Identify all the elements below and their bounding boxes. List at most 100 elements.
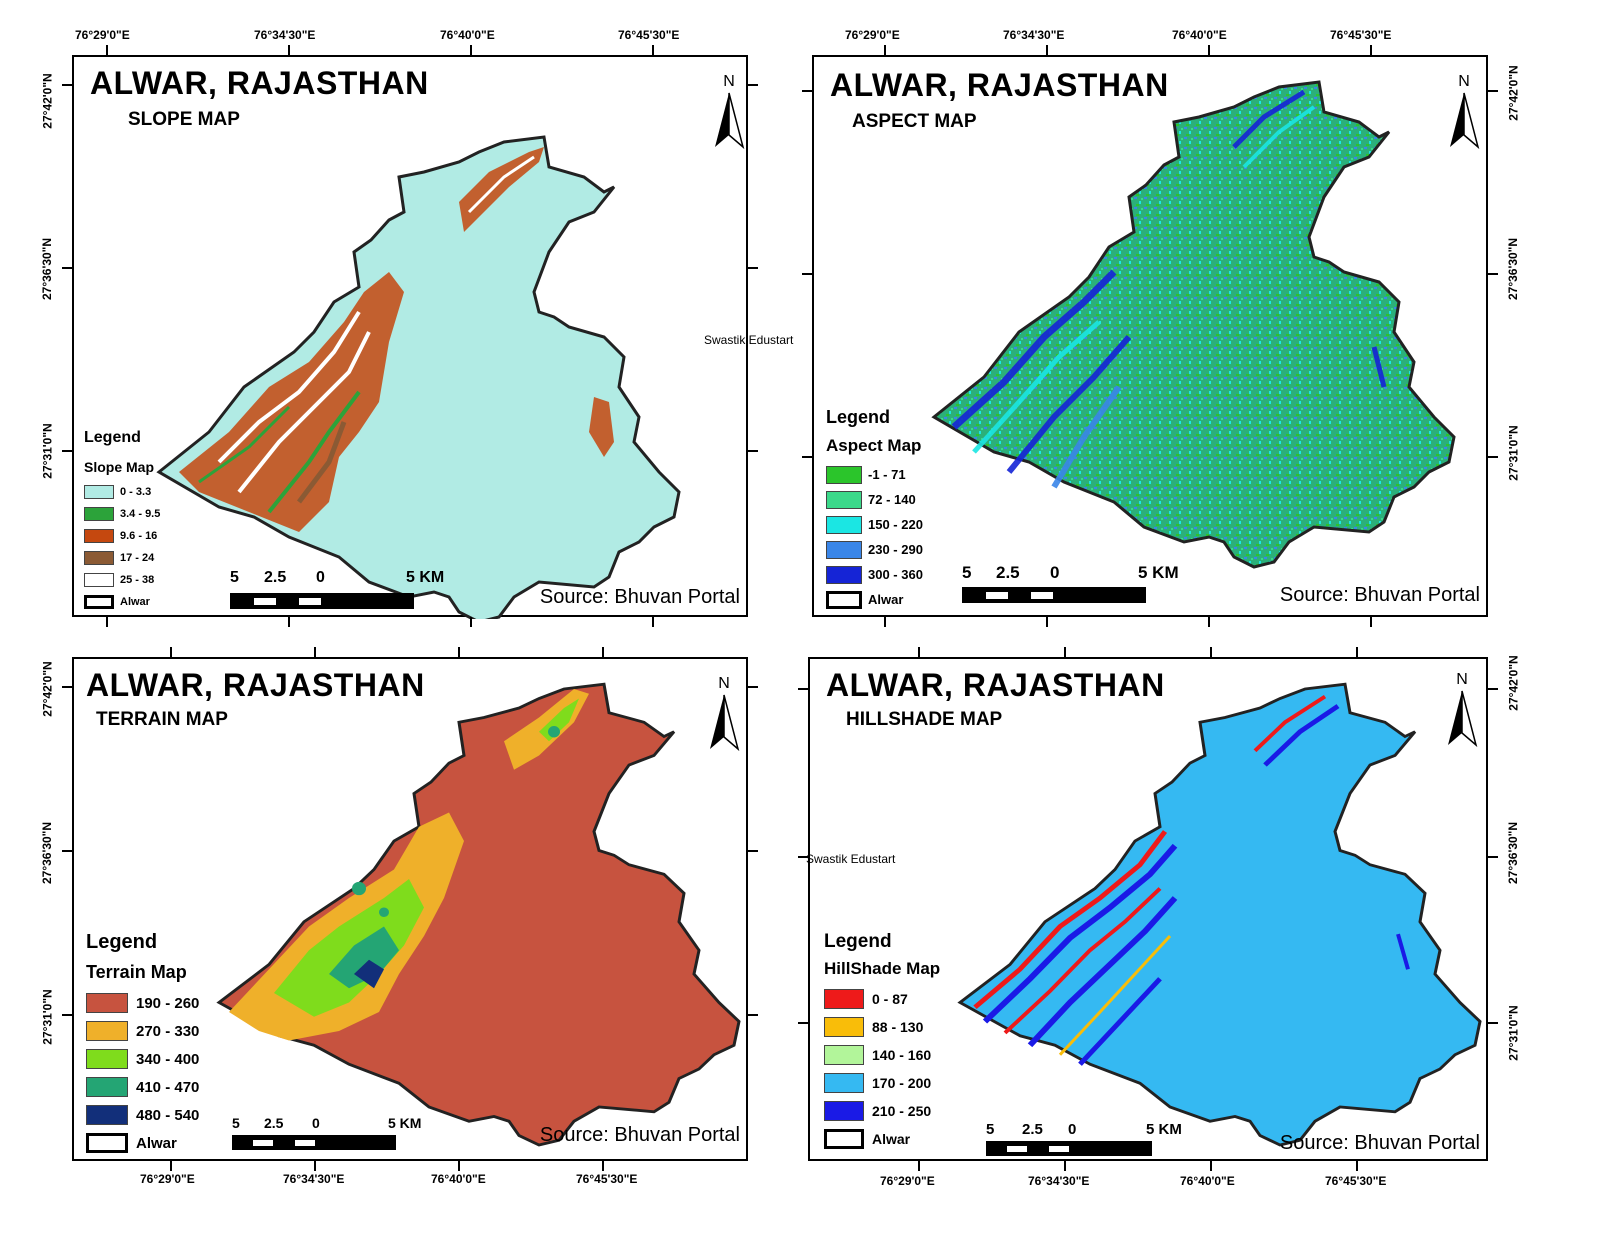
tick (1370, 45, 1372, 55)
aspect-map-area (932, 80, 1456, 569)
legend-title: Legend (826, 407, 891, 427)
lat-label: 27°31'0"N (1506, 1005, 1521, 1061)
legend-swatch (824, 1101, 864, 1121)
tick (62, 686, 72, 688)
legend-label: 190 - 260 (136, 994, 200, 1012)
legend-swatch (826, 490, 862, 509)
legend-swatch (86, 1105, 128, 1125)
legend-label: 0 - 87 (872, 991, 908, 1007)
aspect-legend: Legend Aspect Map -1 - 71 72 - 140 150 - 2… (826, 407, 923, 612)
scale-label-5: 5 (232, 1115, 240, 1131)
aspect-map-panel: ALWAR, RAJASTHAN ASPECT MAP N Legend Asp… (812, 55, 1488, 617)
lon-label: 76°45'30"E (618, 28, 680, 42)
tick (798, 688, 808, 690)
legend-label: Alwar (136, 1134, 177, 1152)
tick (1488, 273, 1498, 275)
legend-subtitle: Terrain Map (86, 962, 187, 982)
panel-title: ALWAR, RAJASTHAN (90, 65, 429, 101)
tick (748, 686, 758, 688)
panel-title: ALWAR, RAJASTHAN (86, 667, 425, 703)
tick (918, 1161, 920, 1171)
lon-label: 76°45'30"E (1330, 28, 1392, 42)
legend-subtitle: HillShade Map (824, 959, 941, 978)
lon-label: 76°40'0"E (1180, 1174, 1235, 1188)
lat-label: 27°31'0"N (40, 423, 55, 479)
tick (1488, 90, 1498, 92)
legend-swatch-boundary (86, 1133, 128, 1153)
north-arrow-icon: N (1442, 671, 1482, 751)
north-label: N (1456, 671, 1468, 688)
legend-item: 0 - 3.3 (84, 481, 160, 503)
legend-swatch-boundary (826, 590, 862, 609)
tick (602, 647, 604, 657)
legend-item: -1 - 71 (826, 462, 923, 487)
hillshade-map-panel: ALWAR, RAJASTHAN HILLSHADE MAP N Legend … (808, 657, 1488, 1161)
legend-item: 300 - 360 (826, 562, 923, 587)
tick (1208, 617, 1210, 627)
legend-subtitle: Slope Map (84, 459, 155, 475)
scale-label-5: 5 (230, 569, 239, 586)
legend-item: 270 - 330 (86, 1017, 199, 1045)
panel-subtitle: SLOPE MAP (128, 109, 240, 130)
lon-label: 76°40'0"E (440, 28, 495, 42)
tick (170, 1161, 172, 1171)
legend-item: 0 - 87 (824, 985, 940, 1013)
legend-item: 230 - 290 (826, 537, 923, 562)
scale-label-5km: 5 KM (1146, 1121, 1182, 1138)
tick (1356, 1161, 1358, 1171)
legend-swatch (84, 485, 114, 499)
tick (802, 456, 812, 458)
legend-swatch (826, 540, 862, 559)
tick (652, 45, 654, 55)
source-text: Source: Bhuvan Portal (539, 586, 740, 608)
legend-swatch (86, 1077, 128, 1097)
lon-label: 76°45'30"E (1325, 1174, 1387, 1188)
scale-label-5km: 5 KM (1138, 563, 1179, 582)
source-text: Source: Bhuvan Portal (1279, 584, 1480, 606)
legend-label: 300 - 360 (868, 567, 923, 582)
legend-label: 17 - 24 (120, 552, 155, 564)
tick (748, 450, 758, 452)
legend-label: 9.6 - 16 (120, 530, 158, 542)
legend-title: Legend (84, 429, 141, 446)
tick (62, 1014, 72, 1016)
legend-title: Legend (824, 931, 892, 952)
tick (1370, 617, 1372, 627)
tick (458, 1161, 460, 1171)
scale-label-0: 0 (1068, 1121, 1077, 1138)
legend-label: 270 - 330 (136, 1022, 200, 1040)
tick (1488, 1022, 1498, 1024)
legend-label: -1 - 71 (868, 467, 906, 482)
legend-subtitle: Aspect Map (826, 436, 922, 455)
tick (1208, 45, 1210, 55)
legend-item: 170 - 200 (824, 1069, 940, 1097)
north-label: N (723, 73, 735, 90)
legend-label: Alwar (868, 592, 904, 607)
tick (1488, 688, 1498, 690)
tick (106, 45, 108, 55)
legend-swatch (824, 989, 864, 1009)
legend-swatch-boundary (824, 1129, 864, 1149)
tick (1046, 45, 1048, 55)
scale-label-2-5: 2.5 (264, 569, 287, 586)
legend-item: 72 - 140 (826, 487, 923, 512)
tick (458, 647, 460, 657)
tick (1356, 647, 1358, 657)
aspect-ridges (951, 89, 1387, 489)
lat-label: 27°31'0"N (40, 989, 55, 1045)
tick (314, 647, 316, 657)
tick (62, 450, 72, 452)
scale-label-0: 0 (312, 1115, 320, 1131)
legend-item: 88 - 130 (824, 1013, 940, 1041)
north-label: N (718, 675, 730, 692)
tick (470, 617, 472, 627)
legend-item: 140 - 160 (824, 1041, 940, 1069)
slope-legend: Legend Slope Map 0 - 3.3 3.4 - 9.5 9.6 - 1… (84, 429, 160, 613)
legend-label: 210 - 250 (872, 1103, 932, 1119)
legend-label: Alwar (120, 596, 150, 608)
legend-label: 3.4 - 9.5 (120, 508, 161, 520)
scale-label-0: 0 (316, 569, 325, 586)
tick (748, 850, 758, 852)
slope-map-area (157, 135, 681, 619)
terrain-map-area (217, 682, 741, 1147)
